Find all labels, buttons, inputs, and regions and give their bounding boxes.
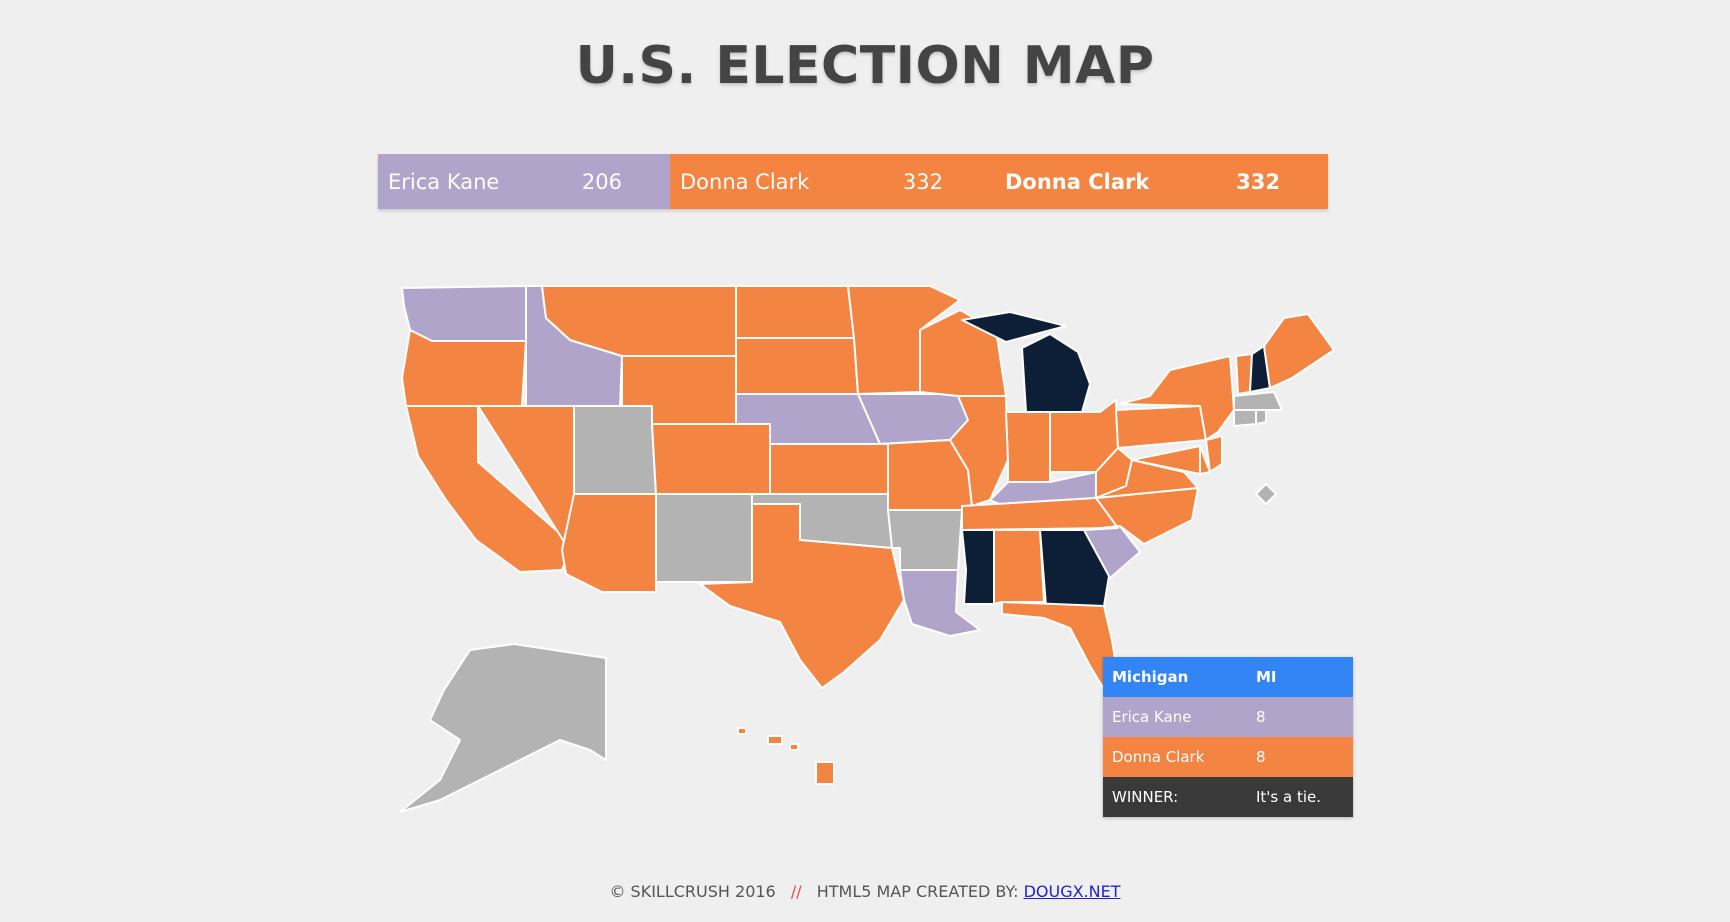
state-fl[interactable] [1001, 601, 1121, 697]
tooltip-clark-label: Donna Clark [1112, 748, 1205, 766]
state-nd[interactable] [735, 285, 855, 339]
state-ca[interactable] [405, 405, 573, 573]
tooltip-winner-label: WINNER: [1112, 788, 1179, 806]
state-pa[interactable] [1115, 405, 1207, 449]
tooltip-clark-votes: 8 [1256, 748, 1266, 766]
state-ks[interactable] [769, 443, 891, 495]
state-ak[interactable] [399, 643, 607, 813]
state-az[interactable] [561, 493, 657, 593]
state-ma[interactable] [1233, 391, 1283, 411]
state-dc[interactable] [1255, 483, 1277, 505]
tally-winner: Donna Clark 332 [991, 154, 1328, 209]
state-in[interactable] [1005, 411, 1051, 483]
tally-clark-votes: 332 [902, 169, 943, 194]
state-ms[interactable] [961, 529, 995, 605]
tally-bar: Erica Kane 206 Donna Clark 332 Donna Cla… [378, 154, 1328, 209]
tooltip-winner-value: It's a tie. [1256, 788, 1322, 806]
tooltip-row-clark: Donna Clark 8 [1103, 737, 1353, 777]
dougx-link[interactable]: DOUGX.NET [1023, 882, 1121, 901]
state-al[interactable] [993, 529, 1045, 605]
state-me[interactable] [1263, 313, 1335, 389]
page-title: U.S. ELECTION MAP [575, 36, 1155, 96]
footer-credit: HTML5 MAP CREATED BY: [816, 882, 1019, 901]
state-or[interactable] [401, 329, 527, 407]
state-ga[interactable] [1039, 529, 1111, 607]
state-nc[interactable] [1083, 487, 1199, 545]
tally-kane: Erica Kane 206 [378, 154, 670, 209]
state-wa[interactable] [401, 285, 527, 342]
state-co[interactable] [651, 423, 771, 495]
state-ct[interactable] [1233, 409, 1257, 427]
state-sd[interactable] [735, 337, 859, 395]
tally-clark: Donna Clark 332 [670, 154, 991, 209]
state-tx[interactable] [699, 503, 905, 689]
state-hi[interactable] [737, 727, 835, 785]
state-la[interactable] [899, 569, 981, 637]
tooltip-row-kane: Erica Kane 8 [1103, 697, 1353, 737]
tally-clark-name: Donna Clark [680, 169, 810, 194]
tooltip-row-winner: WINNER: It's a tie. [1103, 777, 1353, 817]
tooltip-state-name: Michigan [1112, 668, 1189, 686]
tally-kane-name: Erica Kane [388, 169, 500, 194]
footer: © SKILLCRUSH 2016 // HTML5 MAP CREATED B… [0, 882, 1730, 901]
state-tooltip: Michigan MI Erica Kane 8 Donna Clark 8 W… [1103, 657, 1353, 817]
tooltip-header: Michigan MI [1103, 657, 1353, 697]
state-md[interactable] [1131, 445, 1201, 475]
us-states [399, 285, 1335, 813]
tooltip-kane-label: Erica Kane [1112, 708, 1192, 726]
state-ri[interactable] [1255, 409, 1267, 425]
state-nm[interactable] [655, 493, 753, 583]
tally-winner-votes: 332 [1236, 169, 1280, 194]
footer-copyright: © SKILLCRUSH 2016 [609, 882, 776, 901]
state-nj[interactable] [1205, 435, 1223, 473]
tally-winner-name: Donna Clark [1005, 169, 1150, 194]
state-ut[interactable] [573, 405, 657, 495]
state-ar[interactable] [887, 509, 963, 571]
tooltip-state-abbr: MI [1256, 668, 1277, 686]
tooltip-kane-votes: 8 [1256, 708, 1266, 726]
tally-kane-votes: 206 [581, 169, 622, 194]
footer-separator: // [790, 882, 802, 901]
